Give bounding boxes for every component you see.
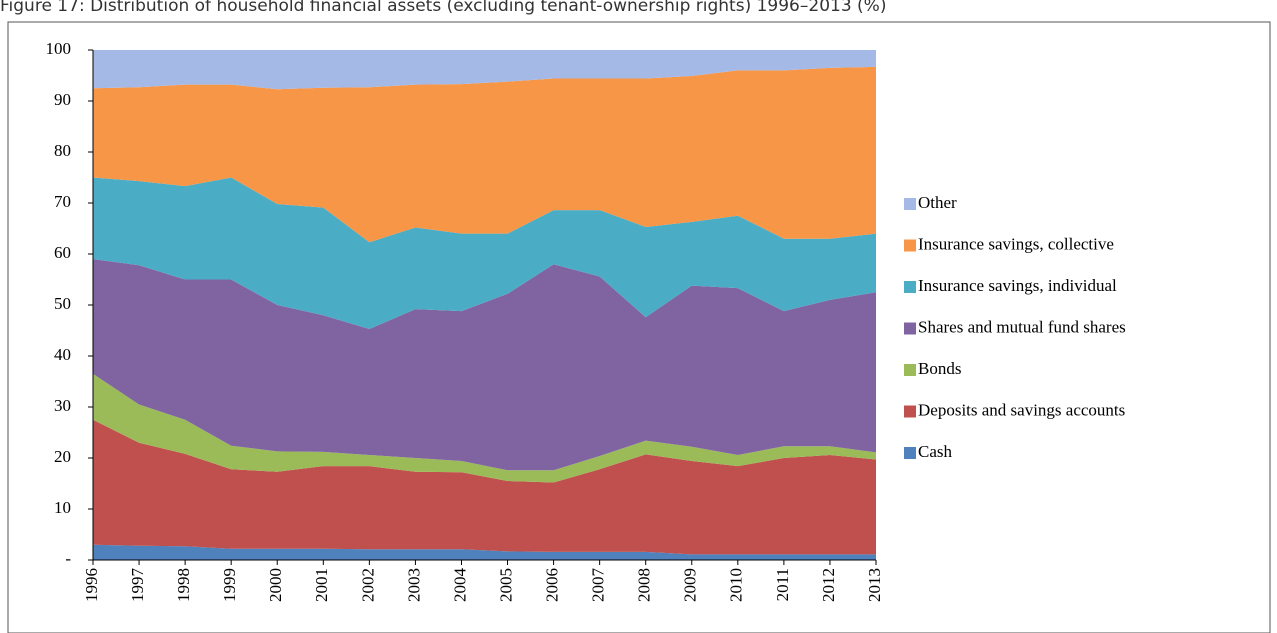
- x-tick-label: 2006: [542, 568, 561, 602]
- x-tick-label: 1999: [220, 568, 239, 602]
- x-tick-label: 1996: [82, 568, 101, 602]
- y-tick-label: 100: [46, 39, 72, 58]
- legend-swatch: [904, 447, 916, 459]
- x-tick-label: 2002: [358, 568, 377, 602]
- legend-label: Cash: [918, 442, 953, 461]
- y-tick-label: -: [65, 549, 71, 568]
- x-tick-label: 2010: [727, 568, 746, 602]
- x-tick-label: 2000: [266, 568, 285, 602]
- x-tick-label: 2005: [496, 568, 515, 602]
- area: [93, 259, 876, 471]
- x-tick-label: 2001: [312, 568, 331, 602]
- y-tick-label: 30: [54, 396, 71, 415]
- legend-swatch: [904, 198, 916, 210]
- x-tick-label: 2003: [404, 568, 423, 602]
- area: [93, 66, 876, 243]
- legend-swatch: [904, 364, 916, 376]
- x-tick-label: 2009: [681, 568, 700, 602]
- y-tick-label: 70: [54, 192, 71, 211]
- y-tick-label: 40: [54, 345, 71, 364]
- legend-label: Other: [918, 193, 957, 212]
- legend-swatch: [904, 405, 916, 418]
- y-tick-label: 10: [54, 498, 71, 517]
- legend-label: Deposits and savings accounts: [918, 400, 1125, 419]
- y-tick-label: 80: [54, 141, 71, 160]
- legend-swatch: [904, 322, 916, 335]
- x-tick-label: 2013: [865, 568, 884, 602]
- legend-swatch: [904, 239, 916, 252]
- area: [93, 50, 876, 90]
- y-tick-label: 90: [54, 90, 71, 109]
- area: [93, 177, 876, 329]
- area: [93, 373, 876, 483]
- x-tick-label: 2007: [589, 568, 608, 603]
- y-tick-label: 20: [54, 447, 71, 466]
- legend-label: Insurance savings, collective: [918, 234, 1114, 253]
- y-tick-label: 60: [54, 243, 71, 262]
- x-tick-label: 2012: [819, 568, 838, 602]
- legend-label: Bonds: [918, 359, 961, 378]
- area: [93, 419, 876, 555]
- legend-label: Shares and mutual fund shares: [918, 317, 1126, 336]
- x-tick-label: 2004: [450, 568, 469, 603]
- area: [93, 544, 876, 560]
- x-tick-label: 1998: [174, 568, 193, 602]
- legend-label: Insurance savings, individual: [918, 276, 1117, 295]
- x-tick-label: 2008: [635, 568, 654, 602]
- legend-swatch: [904, 281, 916, 293]
- x-tick-label: 1997: [128, 568, 147, 603]
- y-tick-label: 50: [54, 294, 71, 313]
- x-tick-label: 2011: [773, 568, 792, 601]
- chart-title: Figure 17: Distribution of household fin…: [0, 0, 886, 16]
